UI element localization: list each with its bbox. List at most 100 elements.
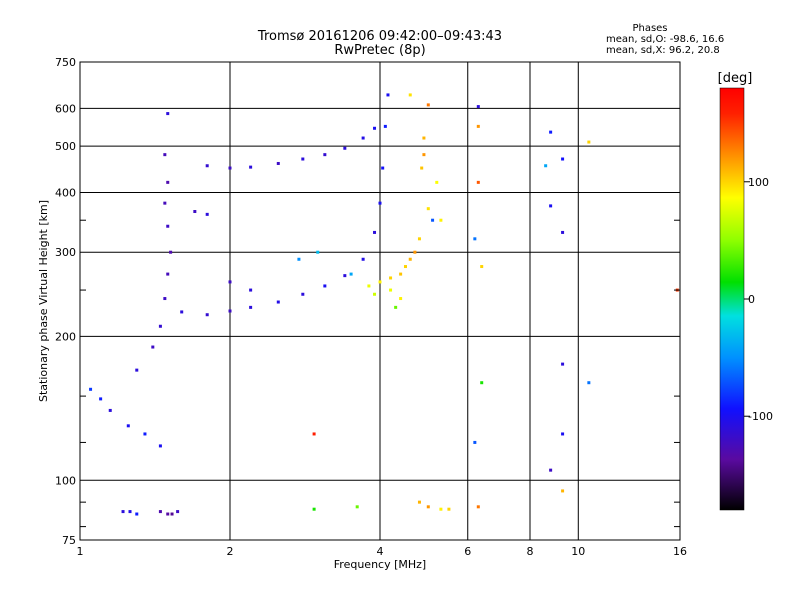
data-point	[297, 257, 301, 261]
data-point	[228, 309, 232, 313]
data-point	[166, 180, 170, 184]
data-point	[399, 297, 403, 301]
data-point	[135, 368, 139, 372]
data-point	[561, 230, 565, 234]
data-point	[108, 408, 112, 412]
data-point	[301, 157, 305, 161]
colorbar-tick-label: -100	[748, 410, 773, 423]
data-point	[439, 218, 443, 222]
data-point	[549, 468, 553, 472]
data-point	[205, 313, 209, 317]
x-tick-label: 16	[673, 545, 687, 558]
x-tick-label: 2	[227, 545, 234, 558]
data-point	[422, 136, 426, 140]
data-point	[367, 284, 371, 288]
data-point	[176, 510, 180, 514]
x-tick-label: 6	[464, 545, 471, 558]
data-point	[316, 250, 320, 254]
data-point	[386, 93, 390, 97]
data-point	[383, 124, 387, 128]
data-points	[89, 93, 679, 516]
data-point	[163, 297, 167, 301]
data-point	[349, 272, 353, 276]
data-point	[476, 180, 480, 184]
data-point	[170, 512, 174, 516]
data-point	[249, 165, 253, 169]
data-point	[378, 280, 382, 284]
phases-title: Phases	[632, 23, 667, 34]
data-point	[180, 310, 184, 314]
data-point	[431, 218, 435, 222]
data-point	[121, 510, 125, 514]
data-point	[408, 93, 412, 97]
data-point	[549, 204, 553, 208]
data-point	[249, 305, 253, 309]
data-point	[343, 274, 347, 278]
data-point	[373, 292, 377, 296]
chart-title: Tromsø 20161206 09:42:00–09:43:43	[257, 29, 502, 44]
data-point	[355, 505, 359, 509]
data-point	[426, 207, 430, 211]
data-point	[312, 507, 316, 511]
data-point	[417, 237, 421, 241]
data-point	[389, 288, 393, 292]
data-point	[561, 489, 565, 493]
data-point	[135, 512, 139, 516]
data-point	[447, 507, 451, 511]
data-point	[394, 305, 398, 309]
data-point	[143, 432, 147, 436]
data-point	[544, 164, 548, 168]
data-point	[561, 432, 565, 436]
x-tick-label: 10	[571, 545, 585, 558]
data-point	[151, 345, 155, 349]
data-point	[158, 324, 162, 328]
data-point	[399, 272, 403, 276]
data-point	[476, 505, 480, 509]
x-tick-label: 1	[77, 545, 84, 558]
y-tick-label: 200	[55, 330, 76, 343]
data-point	[417, 500, 421, 504]
phases-stats-o: mean, sd,O: -98.6, 16.6	[606, 34, 724, 45]
data-point	[301, 292, 305, 296]
y-tick-label: 400	[55, 186, 76, 199]
grid-lines	[80, 62, 680, 540]
x-axis-label: Frequency [MHz]	[334, 558, 426, 571]
data-point	[420, 166, 424, 170]
data-point	[166, 224, 170, 228]
data-point	[480, 265, 484, 269]
y-tick-label: 75	[62, 534, 76, 547]
data-point	[312, 432, 316, 436]
data-point	[480, 381, 484, 385]
colorbar-ticks: 100 0 -100	[744, 176, 773, 423]
y-tick-label: 100	[55, 474, 76, 487]
data-point	[158, 510, 162, 514]
data-point	[361, 257, 365, 261]
data-point	[435, 180, 439, 184]
x-tick-label: 8	[527, 545, 534, 558]
chart-subtitle: RwPretec (8p)	[334, 43, 425, 58]
data-point	[228, 280, 232, 284]
data-point	[166, 272, 170, 276]
data-point	[561, 362, 565, 366]
data-point	[205, 212, 209, 216]
y-tick-label: 750	[55, 56, 76, 69]
colorbar-tick-label: 100	[748, 176, 769, 189]
colorbar-label: [deg]	[718, 71, 753, 86]
data-point	[126, 424, 130, 428]
data-point	[163, 153, 167, 157]
data-point	[193, 210, 197, 214]
data-point	[166, 112, 170, 116]
data-point	[408, 257, 412, 261]
x-tick-label: 4	[377, 545, 384, 558]
data-point	[128, 510, 132, 514]
data-point	[389, 276, 393, 280]
data-point	[166, 512, 170, 516]
plot-frame	[79, 61, 681, 541]
data-point	[587, 140, 591, 144]
data-point	[439, 507, 443, 511]
y-axis-label: Stationary phase Virtual Height [km]	[37, 200, 50, 402]
data-point	[587, 381, 591, 385]
colorbar	[719, 87, 745, 511]
data-point	[473, 237, 477, 241]
